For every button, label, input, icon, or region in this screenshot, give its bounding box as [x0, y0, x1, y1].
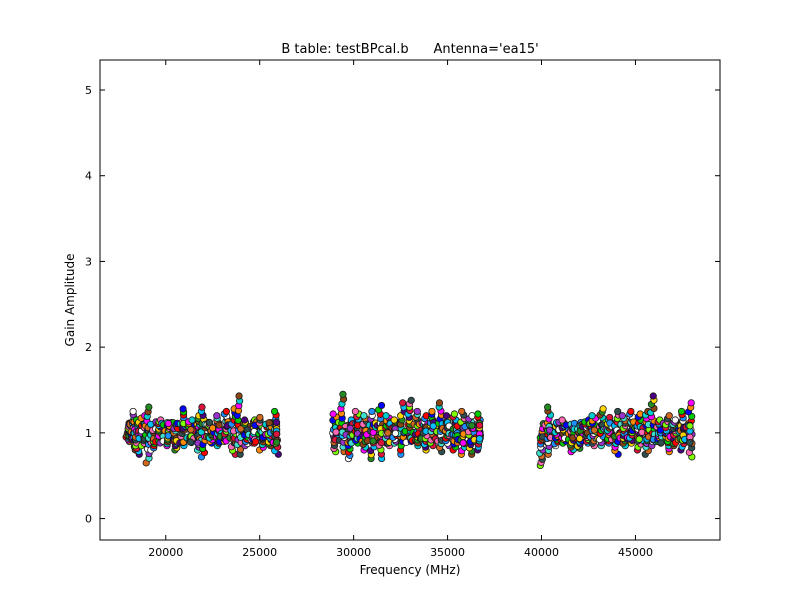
data-point [468, 412, 476, 420]
x-tick-label: 45000 [618, 546, 653, 559]
data-point [273, 418, 281, 426]
data-point [209, 424, 217, 432]
data-point [435, 399, 444, 407]
data-point [360, 412, 368, 420]
data-point [129, 407, 137, 416]
data-point [428, 407, 436, 416]
data-point [590, 426, 598, 434]
data-point [475, 421, 484, 429]
data-point [458, 407, 466, 416]
x-axis-label: Frequency (MHz) [360, 563, 461, 577]
data-point [399, 399, 407, 407]
plot-area [100, 60, 720, 540]
data-point [339, 390, 347, 398]
data-point [213, 412, 221, 420]
data-point [235, 392, 243, 400]
data-points-layer [122, 390, 696, 470]
data-point [450, 410, 459, 418]
data-point [686, 439, 694, 447]
data-point [273, 430, 281, 438]
data-point [265, 419, 273, 427]
y-tick-label: 0 [85, 513, 92, 526]
data-point [558, 416, 566, 424]
data-point [474, 410, 482, 418]
data-point [687, 399, 695, 407]
data-point [475, 435, 484, 443]
data-point [252, 438, 260, 446]
data-point [273, 438, 281, 446]
data-point [391, 429, 400, 437]
data-point [588, 412, 596, 420]
data-point [186, 438, 195, 446]
x-tick-label: 35000 [430, 546, 465, 559]
x-tick-label: 20000 [148, 546, 183, 559]
data-point [618, 412, 626, 420]
data-point [576, 434, 584, 443]
data-point [599, 405, 607, 413]
data-point [222, 407, 230, 416]
data-point [368, 407, 376, 416]
data-point [677, 407, 686, 416]
data-point [627, 407, 635, 416]
plot-frame [99, 59, 721, 541]
data-point [671, 416, 679, 424]
data-point [205, 418, 214, 427]
data-point [215, 421, 223, 429]
y-tick-label: 3 [85, 255, 92, 268]
data-point [459, 439, 467, 447]
data-point [377, 401, 386, 410]
data-point [635, 435, 643, 443]
chart-title: B table: testBPcal.b Antenna='ea15' [281, 42, 538, 57]
data-point [241, 416, 249, 424]
data-point [686, 422, 694, 430]
data-point [329, 410, 337, 418]
x-tick-label: 40000 [524, 546, 559, 559]
y-tick-label: 2 [85, 341, 92, 354]
data-point [145, 403, 153, 411]
data-point [187, 426, 195, 434]
x-tick-label: 30000 [336, 546, 371, 559]
data-point [198, 403, 206, 411]
data-point [413, 407, 421, 416]
data-point [256, 413, 264, 422]
data-point [384, 429, 392, 437]
y-axis-label: Gain Amplitude [63, 254, 77, 347]
data-point [270, 407, 279, 416]
data-point [468, 422, 476, 430]
y-tick-label: 5 [85, 84, 92, 97]
data-point [665, 412, 673, 420]
data-point [544, 403, 552, 411]
data-point [369, 437, 377, 445]
data-point [382, 412, 390, 420]
data-point [390, 416, 398, 424]
y-tick-label: 1 [85, 427, 92, 440]
data-point [649, 392, 657, 400]
x-tick-label: 25000 [242, 546, 277, 559]
data-point [188, 416, 196, 424]
data-point [614, 407, 622, 416]
ticks-layer: 20000 25000 30000 35000 40000 45000 0 1 2 3 4 5 [85, 60, 720, 559]
data-point [164, 419, 173, 428]
data-point [179, 405, 187, 413]
y-tick-label: 4 [85, 170, 92, 183]
data-point [442, 412, 451, 420]
data-point [407, 396, 415, 404]
data-point [351, 407, 359, 416]
